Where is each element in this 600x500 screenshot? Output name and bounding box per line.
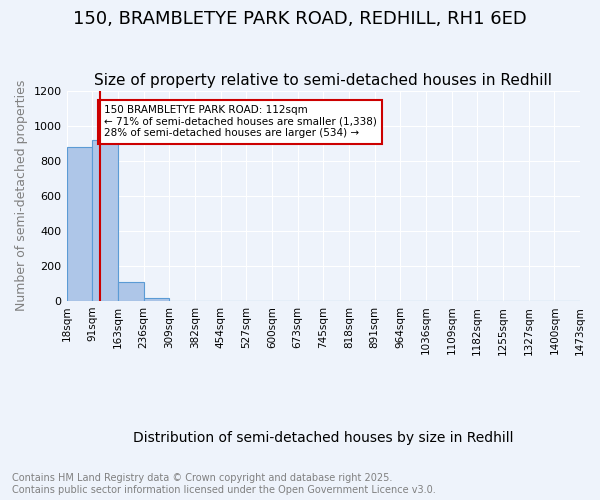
Bar xyxy=(143,298,169,301)
Bar xyxy=(67,146,92,301)
Y-axis label: Number of semi-detached properties: Number of semi-detached properties xyxy=(15,80,28,312)
X-axis label: Distribution of semi-detached houses by size in Redhill: Distribution of semi-detached houses by … xyxy=(133,431,514,445)
Bar xyxy=(118,282,143,301)
Title: Size of property relative to semi-detached houses in Redhill: Size of property relative to semi-detach… xyxy=(94,73,552,88)
Text: 150, BRAMBLETYE PARK ROAD, REDHILL, RH1 6ED: 150, BRAMBLETYE PARK ROAD, REDHILL, RH1 … xyxy=(73,10,527,28)
Text: Contains HM Land Registry data © Crown copyright and database right 2025.
Contai: Contains HM Land Registry data © Crown c… xyxy=(12,474,436,495)
Text: 150 BRAMBLETYE PARK ROAD: 112sqm
← 71% of semi-detached houses are smaller (1,33: 150 BRAMBLETYE PARK ROAD: 112sqm ← 71% o… xyxy=(104,106,376,138)
Bar xyxy=(92,140,118,301)
